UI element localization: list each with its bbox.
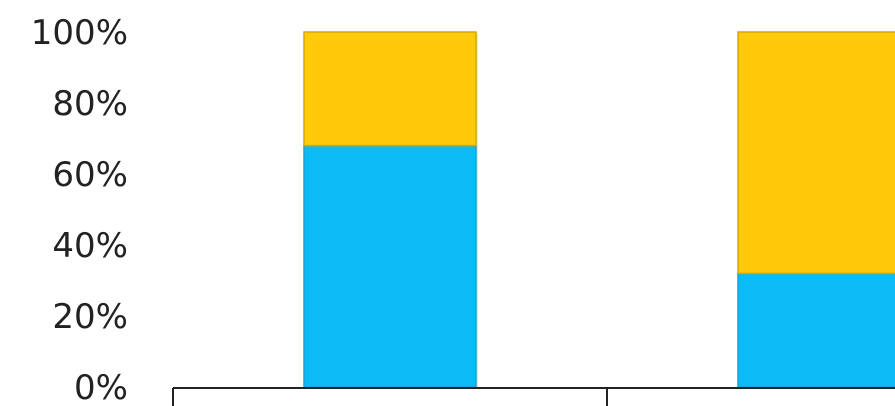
bar-segment-1-1 (303, 144, 477, 388)
bar-segment-2-1 (737, 272, 895, 388)
y-tick-label: 80% (52, 84, 128, 124)
y-tick-label: 0% (74, 368, 128, 406)
y-tick-label: 100% (31, 13, 128, 53)
bar-segment-1-2 (303, 31, 477, 147)
y-axis: 0% 20% 40% 60% 80% 100% (31, 13, 128, 406)
y-tick-label: 20% (52, 297, 128, 337)
y-tick-label: 60% (52, 155, 128, 195)
bar-segment-2-2 (737, 31, 895, 275)
x-axis (172, 387, 895, 406)
bars (303, 31, 895, 388)
y-tick-label: 40% (52, 226, 128, 266)
